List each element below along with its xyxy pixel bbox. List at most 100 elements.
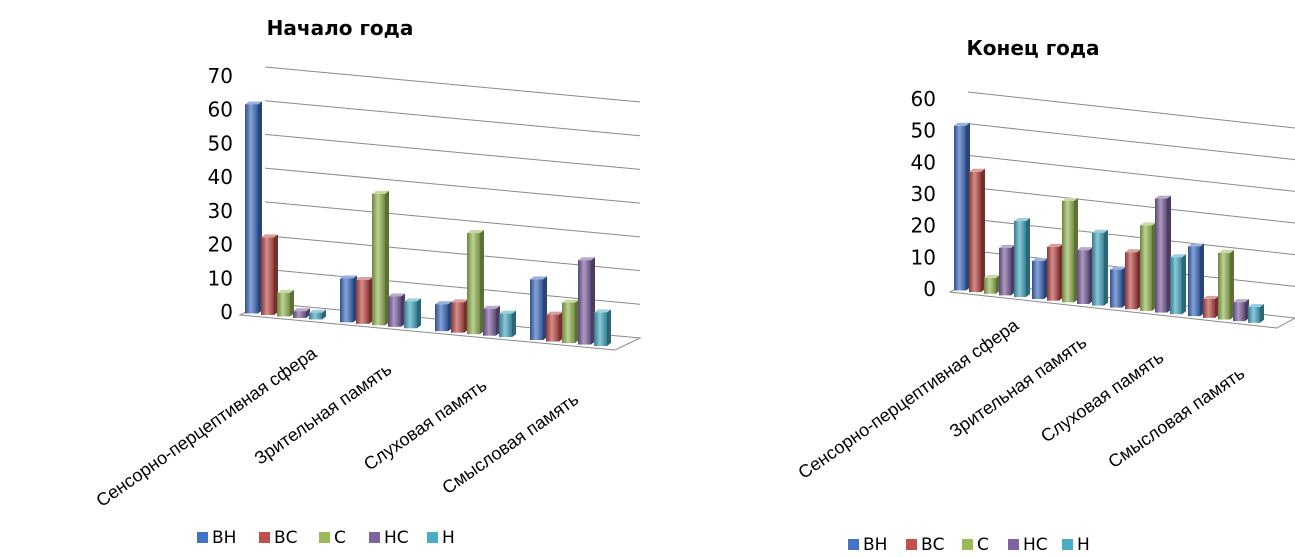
bar-side (290, 289, 294, 317)
bar-front (999, 247, 1011, 296)
y-tick-label: 60 (208, 98, 233, 122)
y-tick-label: 10 (911, 245, 936, 269)
bar-front (451, 302, 464, 333)
bar-front (435, 304, 448, 332)
bar (1170, 254, 1186, 315)
gridline (264, 100, 641, 137)
bar-front (356, 279, 369, 324)
bar (546, 311, 563, 342)
gridline (264, 268, 641, 305)
legend-label: Н (442, 528, 455, 548)
legend-label: НС (384, 528, 409, 548)
bar-front (309, 312, 322, 320)
bar-front (969, 171, 981, 293)
gridline (264, 66, 641, 103)
bar-front (293, 311, 306, 318)
bar (984, 274, 1000, 294)
bar-top (594, 309, 611, 313)
bar-top (467, 230, 484, 234)
bar (594, 309, 611, 347)
bar (372, 190, 389, 326)
bar-side (1230, 250, 1234, 320)
bar-side (512, 310, 516, 338)
bar (1062, 197, 1078, 303)
legend-swatch (259, 532, 270, 543)
bar-side (385, 190, 389, 326)
gridline (264, 235, 641, 272)
bar-top (277, 289, 294, 293)
bar-top (1233, 299, 1249, 303)
bar-top (562, 299, 579, 303)
bar (1233, 299, 1249, 322)
legend-item: НС (1008, 535, 1048, 555)
y-tick-label: 0 (923, 277, 936, 301)
legend-label: ВС (921, 535, 945, 555)
bar-top (984, 274, 1000, 278)
bar (467, 230, 484, 335)
bar-top (356, 276, 373, 280)
bar (1092, 229, 1108, 306)
bar-front (245, 104, 258, 314)
bar-top (261, 234, 278, 238)
bar-top (954, 122, 970, 126)
y-tick-label: 40 (208, 165, 233, 189)
legend-item: НС (369, 528, 409, 548)
legend-label: ВС (274, 528, 298, 548)
gridline (967, 186, 1295, 224)
bar (261, 234, 278, 315)
bar-top (1032, 258, 1048, 262)
bar-side (1104, 229, 1108, 306)
legend-label: Н (1077, 535, 1090, 555)
gridline (967, 154, 1295, 192)
y-tick-label: 30 (911, 182, 936, 206)
bar-front (483, 308, 496, 336)
y-tick-label: 20 (208, 233, 233, 257)
bar-top (309, 309, 326, 313)
bar-side (322, 309, 326, 320)
y-tick-label: 20 (911, 214, 936, 238)
legend-item: ВС (259, 528, 298, 548)
bar (1248, 303, 1264, 323)
bar (562, 299, 579, 344)
y-tick-label: 70 (208, 64, 233, 88)
bar-top (435, 301, 452, 305)
legend-item: ВН (197, 528, 236, 548)
bar (293, 308, 310, 318)
legend-swatch (962, 539, 973, 550)
bar-top (1077, 247, 1093, 251)
legend-swatch (848, 539, 859, 550)
bar-side (1182, 254, 1186, 315)
bar-front (372, 193, 385, 326)
bar-top (1248, 303, 1264, 307)
bar (483, 305, 500, 336)
bar (499, 310, 516, 338)
legend-swatch (197, 532, 208, 543)
bar-front (340, 278, 353, 323)
bar-top (530, 276, 547, 280)
legend-item: Н (1062, 535, 1090, 555)
bar-side (480, 230, 484, 335)
bar-top (1170, 254, 1186, 258)
bar (1077, 247, 1093, 304)
bar-front (404, 301, 417, 329)
bar (530, 276, 547, 341)
bar (277, 289, 294, 317)
bar-top (1188, 243, 1204, 247)
bar (340, 275, 357, 323)
legend-swatch (319, 532, 330, 543)
legend-swatch (906, 539, 917, 550)
bar-front (1062, 200, 1074, 303)
gridline (264, 167, 641, 204)
bar-front (388, 296, 401, 327)
bar (578, 257, 595, 345)
legend-label: ВН (212, 528, 236, 548)
y-tick-label: 50 (911, 119, 936, 143)
bar-front (1092, 232, 1104, 306)
bar-side (981, 168, 985, 293)
bar-front (261, 237, 274, 315)
bar-front (530, 279, 543, 341)
bar-side (417, 298, 421, 329)
bar (404, 298, 421, 329)
